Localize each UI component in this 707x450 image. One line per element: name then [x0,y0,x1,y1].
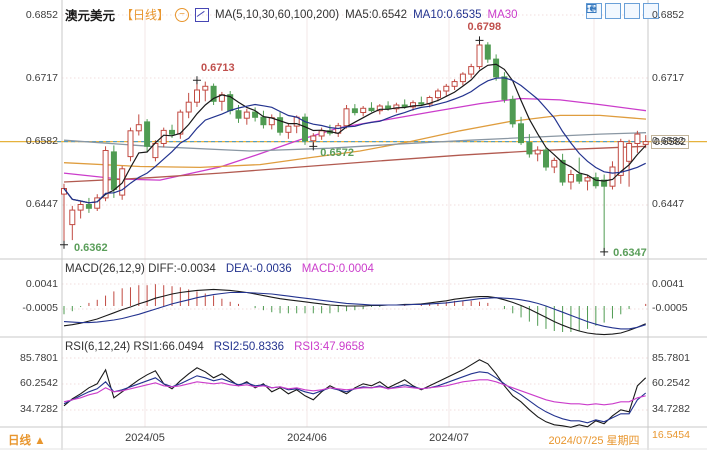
swing-high-label: 0.6713 [200,62,235,75]
rsi-header: RSI(6,12,24) RSI1:66.0494 RSI2:50.8336 R… [65,341,364,353]
x-axis-date-label: 2024/06 [287,432,327,444]
chart-toolbar [586,3,659,19]
period-tag: 【日线】 [121,8,170,22]
macd-header: MACD(26,12,9) DIFF:-0.0034 DEA:-0.0036 M… [65,263,374,275]
x-axis-date-label: 2024/07 [429,432,469,444]
ma5-line [63,63,647,204]
swing-high-label: 0.6798 [467,21,502,34]
main-axis-left-label: 0.6582 [25,135,58,148]
swing-low-label: 0.6362 [74,241,108,254]
ma5-value: MA5:0.6542 [345,8,408,21]
macd-diff-line [63,288,646,336]
pane-scale-icon[interactable] [586,3,621,19]
macd-axis-right-label: -0.0005 [652,302,688,315]
rsi-axis-left-label: 34.7282 [20,402,58,415]
ma30-value: MA30 [487,8,518,21]
macd-axis-left-label: -0.0005 [22,302,58,315]
macd-axis-left-label: 0.0041 [25,278,58,291]
rsi2-line [63,371,647,424]
main-axis-right-label: 0.6852 [652,8,685,21]
ma100-line [63,132,647,152]
macd-dea-line [63,291,646,330]
candles-layer [61,40,649,252]
rsi2-value: RSI2:50.8336 [213,341,285,353]
rsi-axis-right-label: 34.7282 [652,402,690,415]
main-axis-left-label: 0.6852 [25,8,58,21]
rsi-min-label: 16.5454 [652,429,690,441]
kline-settings-icon[interactable] [195,7,210,22]
ma200-line [63,145,647,183]
main-axis-right-label: 0.6717 [652,71,685,84]
period-up-arrow-icon: ▲ [34,435,46,447]
rsi-axis-right-label: 85.7801 [652,351,690,364]
macd-params-diff: MACD(26,12,9) DIFF:-0.0034 [65,263,216,275]
symbol-title: 澳元美元 [65,9,116,23]
x-axis-date-label: 2024/07/25 星期四 [548,435,640,447]
macd-dea-value: DEA:-0.0036 [225,263,292,275]
pane-exit-icon[interactable] [586,3,659,19]
bottom-period-switch[interactable]: 日线 ▲ [8,432,46,448]
main-axis-left-label: 0.6717 [25,71,58,84]
rsi3-value: RSI3:47.9658 [294,341,365,353]
collapse-indicator-icon[interactable]: − [175,7,190,22]
ma60-line [63,114,647,169]
rsi3-line [63,379,646,406]
main-axis-right-label: 0.6582 [652,135,685,148]
main-axis-right-label: 0.6447 [652,198,685,211]
macd-axis-right-label: 0.0041 [652,278,685,291]
rsi-params-rsi1: RSI(6,12,24) RSI1:66.0494 [65,341,204,353]
macd-layer [63,284,647,336]
current-price-tag: 0.6582 [651,134,690,149]
rsi-axis-right-label: 60.2542 [652,377,690,390]
rsi-axis-left-label: 85.7801 [20,351,58,364]
swing-low-label: 0.6572 [320,147,354,160]
rsi-axis-left-label: 60.2542 [20,377,58,390]
main-axis-left-label: 0.6447 [25,198,58,211]
x-axis-date-label: 2024/05 [125,432,165,444]
bottom-period-label: 日线 [8,435,31,447]
chart-header: 澳元美元 【日线】 − MA(5,10,30,60,100,200) MA5:0.… [65,5,518,24]
swing-low-label: 0.6347 [613,246,647,259]
macd-macd-value: MACD:0.0004 [301,263,374,275]
rsi1-line [63,359,647,428]
ma10-line [63,77,646,204]
pane-play-icon[interactable] [586,3,640,19]
ma10-value: MA10:0.6535 [413,8,482,21]
ma-settings-label: MA(5,10,30,60,100,200) [215,8,340,21]
